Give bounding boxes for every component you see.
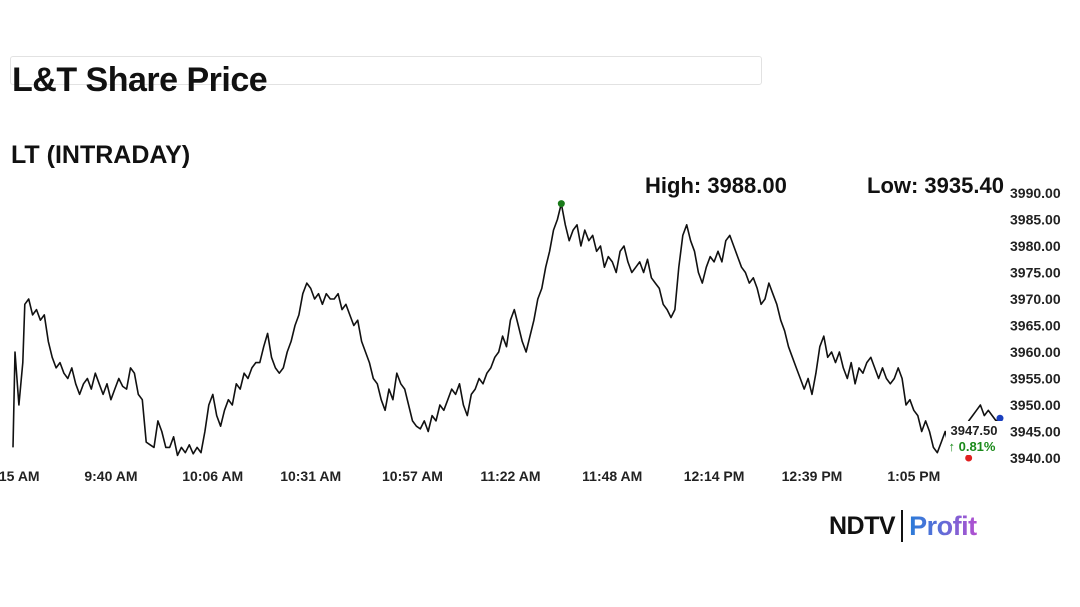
- x-tick-label: 9:40 AM: [84, 468, 137, 484]
- x-tick-label: 11:48 AM: [582, 468, 642, 484]
- y-tick-label: 3955.00: [1010, 371, 1061, 387]
- markers: 3947.50↑ 0.81%: [557, 200, 1004, 462]
- low-label: Low: 3935.40: [867, 173, 1004, 198]
- title-box: [10, 56, 762, 85]
- low-marker: [965, 454, 973, 462]
- price-line: [12, 202, 1001, 457]
- logo-ndtv-text: NDTV: [829, 511, 896, 540]
- x-tick-label: 1:05 PM: [887, 468, 940, 484]
- y-tick-label: 3965.00: [1010, 318, 1061, 334]
- x-tick-label: 10:31 AM: [280, 468, 341, 484]
- y-tick-label: 3945.00: [1010, 424, 1061, 440]
- y-tick-label: 3970.00: [1010, 291, 1061, 307]
- logo-profit-text: Profit: [909, 510, 977, 541]
- x-tick-label: 12:14 PM: [684, 468, 745, 484]
- x-tick-label: 10:06 AM: [182, 468, 243, 484]
- last-change-label: ↑ 0.81%: [949, 439, 996, 454]
- x-tick-label: 10:57 AM: [382, 468, 443, 484]
- x-tick-label: 11:22 AM: [480, 468, 540, 484]
- y-tick-label: 3950.00: [1010, 397, 1061, 413]
- x-tick-label: 12:39 PM: [782, 468, 843, 484]
- y-axis: 3940.00 3945.00 3950.00 3955.00 3960.00 3965.…: [1010, 185, 1061, 466]
- high-label: High: 3988.00: [645, 173, 787, 198]
- high-marker: [557, 200, 565, 208]
- y-tick-label: 3985.00: [1010, 212, 1061, 228]
- last-price-label: 3947.50: [951, 423, 998, 438]
- ndtv-profit-logo: NDTV Profit: [829, 508, 977, 544]
- chart-title: LT (INTRADAY): [11, 141, 191, 169]
- x-axis: 9:15 AM 9:40 AM 10:06 AM 10:31 AM 10:57 AM 11…: [0, 468, 940, 484]
- y-tick-label: 3960.00: [1010, 344, 1061, 360]
- y-tick-label: 3990.00: [1010, 185, 1061, 201]
- y-tick-label: 3980.00: [1010, 238, 1061, 254]
- page-title: L&T Share Price: [12, 61, 268, 99]
- x-tick-label: 9:15 AM: [0, 468, 40, 484]
- y-tick-label: 3940.00: [1010, 450, 1061, 466]
- y-tick-label: 3975.00: [1010, 265, 1061, 281]
- last-price-marker: [996, 414, 1004, 422]
- logo-divider: [901, 510, 904, 542]
- last-price-label-bg: [946, 421, 1002, 455]
